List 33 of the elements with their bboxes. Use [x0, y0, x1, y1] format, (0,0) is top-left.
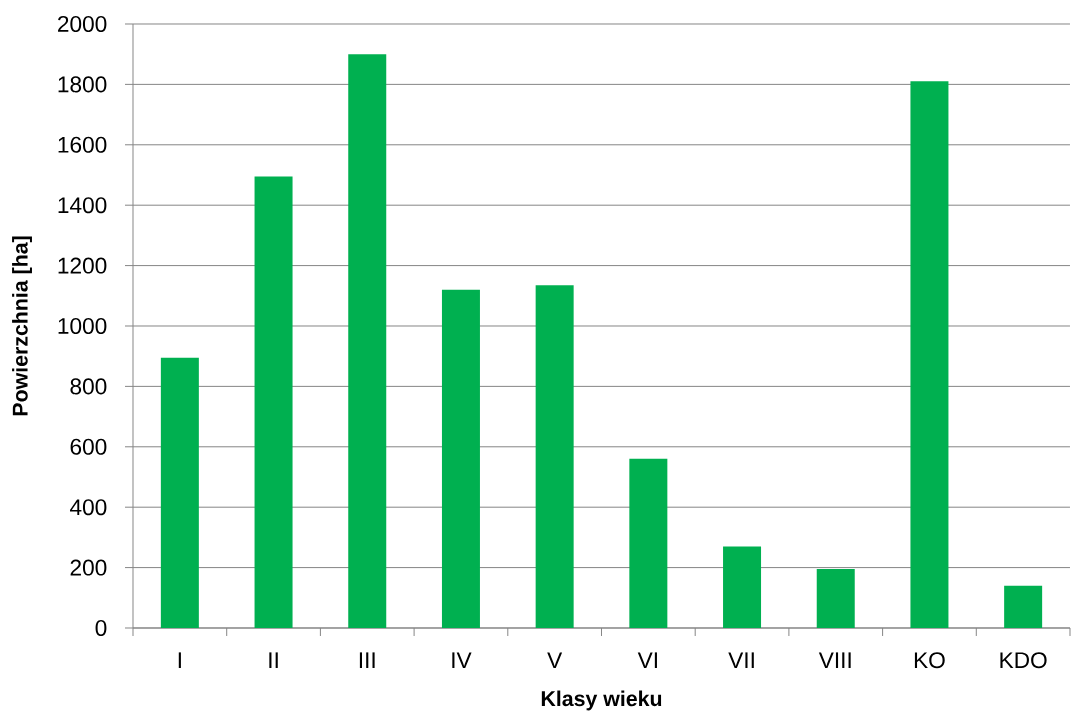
y-tick-label: 200	[70, 559, 107, 576]
y-tick-label: 1200	[58, 257, 107, 274]
y-tick-label: 800	[70, 378, 107, 395]
x-tick-label: VIII	[818, 652, 851, 668]
bar	[254, 176, 293, 628]
bar	[348, 54, 387, 628]
x-tick-label: VII	[728, 652, 754, 668]
x-axis-title: Klasy wieku	[541, 690, 662, 711]
bar	[629, 458, 668, 628]
y-tick-label: 2000	[58, 15, 107, 33]
x-tick-label: KDO	[1000, 652, 1047, 669]
bar	[910, 81, 949, 628]
y-axis-title: Powierzchnia [ha]	[12, 236, 32, 416]
x-tick-label: V	[547, 652, 563, 668]
bar	[723, 546, 762, 628]
y-tick-label: 0	[95, 619, 107, 637]
y-tick-label: 1800	[58, 76, 107, 93]
y-tick-label: 1400	[58, 197, 107, 214]
x-tick-label: III	[359, 652, 375, 668]
x-tick-label: KO	[914, 652, 945, 669]
x-tick-label: I	[178, 652, 181, 668]
x-tick-label: IV	[452, 652, 472, 668]
bar	[1004, 585, 1043, 628]
bar	[816, 569, 855, 628]
x-tick-label: II	[269, 652, 278, 668]
y-tick-label: 400	[70, 499, 107, 516]
y-tick-label: 1600	[58, 136, 107, 153]
y-tick-label: 600	[70, 438, 107, 455]
y-tick-label: 1000	[58, 317, 107, 335]
bar	[160, 357, 199, 628]
bar	[441, 289, 480, 628]
x-tick-label: VI	[637, 652, 657, 668]
bar	[535, 285, 574, 628]
